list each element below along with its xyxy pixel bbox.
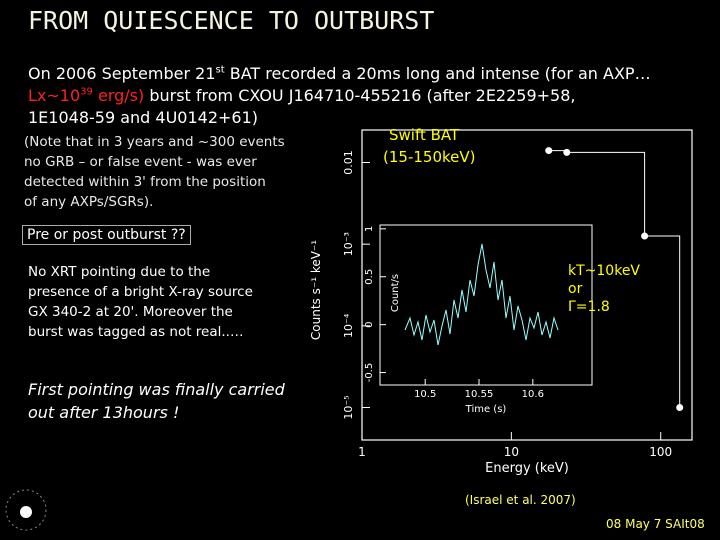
data-point	[676, 404, 684, 412]
inset-x-label: Time (s)	[465, 404, 507, 415]
text: burst from CXOU J164710-455216 (after 2E…	[144, 86, 576, 105]
text: BAT recorded a 20ms long and intense (fo…	[224, 64, 651, 83]
text: out after 13hours !	[28, 403, 180, 422]
inset-x-tick-label: 10.55	[465, 389, 494, 400]
data-point	[563, 148, 571, 156]
xrt-text: No XRT pointing due to the presence of a …	[28, 262, 253, 342]
text: (Note that in 3 years and ~300 events	[24, 134, 285, 150]
y-tick-label: 0.01	[342, 150, 355, 175]
inset-y-label: Count/s	[390, 274, 401, 312]
x-axis-label: Energy (keV)	[485, 461, 569, 476]
data-point	[545, 147, 553, 155]
text: Lx~10	[28, 86, 81, 105]
annotation: Swift BAT	[389, 126, 460, 144]
y-tick-label: 10⁻⁴	[342, 313, 355, 338]
citation: (Israel et al. 2007)	[465, 493, 576, 507]
annotation: or	[568, 281, 583, 297]
text: of any AXPs/SGRs).	[24, 194, 154, 210]
annotation: Γ=1.8	[568, 299, 610, 315]
inset-y-tick-label: 1	[364, 226, 375, 232]
x-tick-label: 100	[649, 445, 672, 459]
text: st	[215, 64, 225, 76]
y-axis-label: Counts s⁻¹ keV⁻¹	[309, 240, 323, 340]
slide-title: FROM QUIESCENCE TO OUTBURST	[28, 6, 435, 35]
inset-x-tick-label: 10.6	[522, 389, 544, 400]
inset-y-tick-label: -0.5	[364, 363, 375, 383]
intro-line: 1E1048-59 and 4U0142+61)	[28, 108, 259, 127]
text: 39	[80, 86, 93, 98]
text: burst was tagged as not real..…	[28, 324, 244, 340]
annotation: (15-150keV)	[383, 148, 475, 166]
inset-y-tick-label: 0.5	[364, 269, 375, 285]
text: No XRT pointing due to the	[28, 264, 211, 280]
data-point	[641, 232, 649, 240]
first-pointing: First pointing was finally carried out af…	[28, 378, 285, 424]
step-line	[548, 150, 681, 408]
text: First pointing was finally carried	[28, 380, 285, 399]
text: On 2006 September 21	[28, 64, 216, 83]
text: detected within 3' from the position	[24, 174, 266, 190]
text: no GRB – or false event - was ever	[24, 154, 257, 170]
text: GX 340-2 at 20'. Moreover the	[28, 304, 233, 320]
y-tick-label: 10⁻³	[342, 232, 355, 256]
intro-line: On 2006 September 21st BAT recorded a 20…	[28, 64, 651, 83]
logo	[5, 489, 47, 531]
text: presence of a bright X-ray source	[28, 284, 253, 300]
x-tick-label: 1	[358, 445, 366, 459]
inset-x-tick-label: 10.5	[414, 389, 436, 400]
footer: 08 May 7 SAIt08	[606, 517, 705, 531]
callout-box: Pre or post outburst ??	[22, 225, 191, 245]
note: (Note that in 3 years and ~300 events no …	[24, 132, 285, 212]
plot-frame	[361, 129, 693, 441]
logo	[20, 506, 32, 518]
inset-y-tick-label: 0	[364, 321, 375, 327]
x-tick-label: 10	[504, 445, 519, 459]
text: erg/s)	[92, 86, 145, 105]
annotation: kT~10keV	[568, 263, 640, 279]
light-curve	[404, 243, 559, 346]
y-tick-label: 10⁻⁵	[342, 395, 355, 419]
intro-line: Lx~1039 erg/s) burst from CXOU J164710-4…	[28, 86, 576, 105]
inset-frame	[379, 224, 593, 386]
